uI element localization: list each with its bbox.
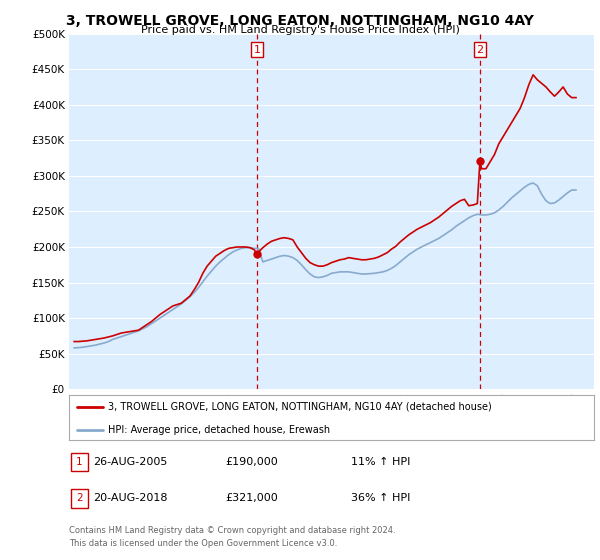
Text: 2: 2 [476, 45, 484, 55]
Text: Price paid vs. HM Land Registry's House Price Index (HPI): Price paid vs. HM Land Registry's House … [140, 25, 460, 35]
Text: 1: 1 [253, 45, 260, 55]
Text: 26-AUG-2005: 26-AUG-2005 [93, 457, 167, 467]
Text: £190,000: £190,000 [225, 457, 278, 467]
Text: 20-AUG-2018: 20-AUG-2018 [93, 493, 167, 503]
Text: HPI: Average price, detached house, Erewash: HPI: Average price, detached house, Erew… [109, 424, 331, 435]
Text: Contains HM Land Registry data © Crown copyright and database right 2024.
This d: Contains HM Land Registry data © Crown c… [69, 526, 395, 548]
Text: 1: 1 [76, 457, 83, 467]
Text: 11% ↑ HPI: 11% ↑ HPI [351, 457, 410, 467]
Text: 3, TROWELL GROVE, LONG EATON, NOTTINGHAM, NG10 4AY (detached house): 3, TROWELL GROVE, LONG EATON, NOTTINGHAM… [109, 402, 492, 412]
Text: 3, TROWELL GROVE, LONG EATON, NOTTINGHAM, NG10 4AY: 3, TROWELL GROVE, LONG EATON, NOTTINGHAM… [66, 14, 534, 28]
Text: 36% ↑ HPI: 36% ↑ HPI [351, 493, 410, 503]
Text: £321,000: £321,000 [225, 493, 278, 503]
Text: 2: 2 [76, 493, 83, 503]
